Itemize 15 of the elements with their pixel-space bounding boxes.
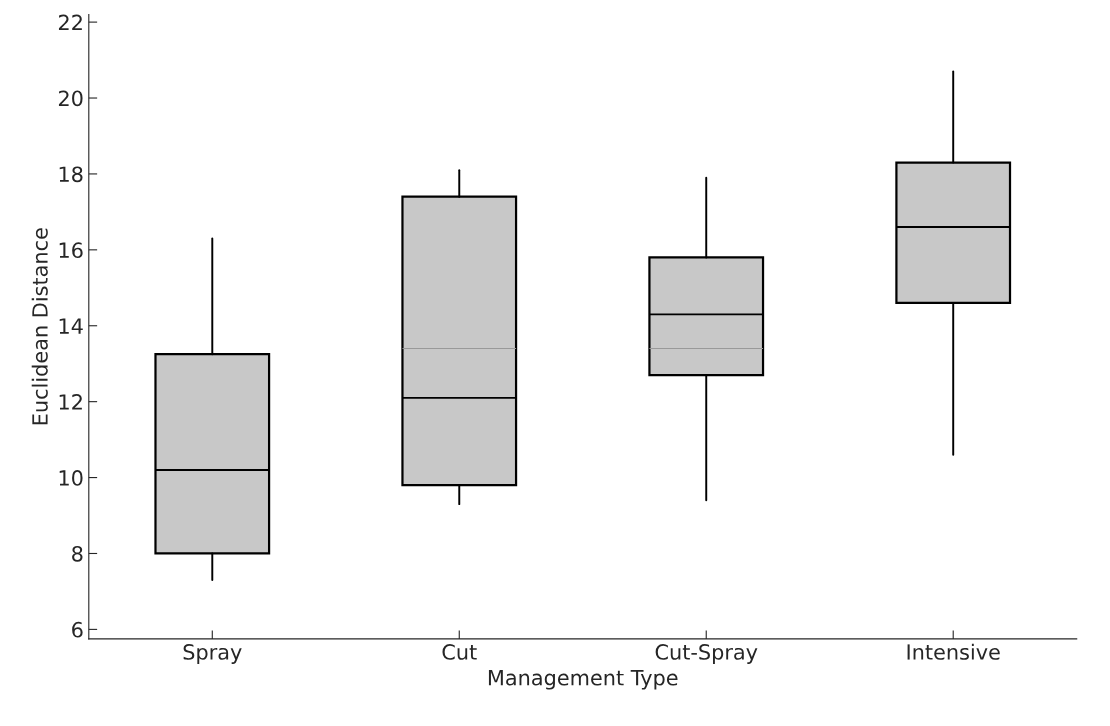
- y-tick-label: 16: [59, 242, 83, 259]
- y-tick-label: 22: [58, 14, 82, 31]
- x-tick-label: Cut-Spray: [655, 644, 758, 664]
- y-tick-label: 8: [72, 545, 83, 562]
- y-tick-label: 14: [59, 318, 83, 334]
- y-tick-label: 10: [59, 470, 83, 486]
- y-tick-label: 12: [59, 394, 82, 410]
- x-tick-label: Cut: [442, 644, 477, 660]
- x-axis-title: Management Type: [488, 670, 678, 690]
- y-axis-title: Euclidean Distance: [31, 228, 48, 425]
- x-tick-label: Intensive: [907, 643, 1000, 660]
- x-tick-label: Spray: [183, 644, 242, 664]
- y-tick-label: 20: [58, 90, 83, 107]
- y-tick-label: 18: [59, 166, 83, 183]
- y-tick-label: 6: [72, 621, 83, 638]
